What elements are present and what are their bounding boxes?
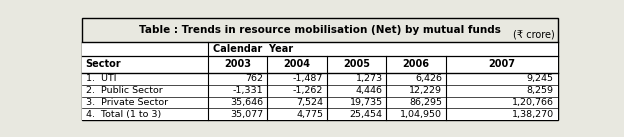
- Text: 1,20,766: 1,20,766: [512, 98, 554, 107]
- Text: (₹ crore): (₹ crore): [513, 29, 555, 39]
- Text: 8,259: 8,259: [527, 86, 554, 95]
- Text: 2.  Public Sector: 2. Public Sector: [85, 86, 162, 95]
- Text: 2005: 2005: [343, 59, 370, 69]
- Text: 4.  Total (1 to 3): 4. Total (1 to 3): [85, 110, 161, 119]
- Bar: [82, 42, 558, 120]
- Text: Sector: Sector: [85, 59, 121, 69]
- Text: 7,524: 7,524: [296, 98, 323, 107]
- Text: 2007: 2007: [489, 59, 515, 69]
- Text: 4,446: 4,446: [356, 86, 383, 95]
- Text: 9,245: 9,245: [527, 74, 554, 83]
- Text: 12,229: 12,229: [409, 86, 442, 95]
- Text: 35,646: 35,646: [230, 98, 263, 107]
- Text: -1,487: -1,487: [293, 74, 323, 83]
- Text: 1.  UTI: 1. UTI: [85, 74, 116, 83]
- Text: Calendar  Year: Calendar Year: [213, 44, 293, 54]
- Text: Table : Trends in resource mobilisation (Net) by mutual funds: Table : Trends in resource mobilisation …: [139, 25, 500, 35]
- Text: 4,775: 4,775: [296, 110, 323, 119]
- Text: 6,426: 6,426: [415, 74, 442, 83]
- Text: -1,262: -1,262: [293, 86, 323, 95]
- Text: 1,38,270: 1,38,270: [512, 110, 554, 119]
- Text: 19,735: 19,735: [349, 98, 383, 107]
- Text: 762: 762: [246, 74, 263, 83]
- Text: 1,04,950: 1,04,950: [400, 110, 442, 119]
- Text: 1,273: 1,273: [356, 74, 383, 83]
- Text: -1,331: -1,331: [233, 86, 263, 95]
- Text: 25,454: 25,454: [349, 110, 383, 119]
- Text: 2006: 2006: [402, 59, 430, 69]
- Text: 2004: 2004: [284, 59, 311, 69]
- Text: 35,077: 35,077: [230, 110, 263, 119]
- Text: 3.  Private Sector: 3. Private Sector: [85, 98, 168, 107]
- Text: 86,295: 86,295: [409, 98, 442, 107]
- Text: 2003: 2003: [224, 59, 251, 69]
